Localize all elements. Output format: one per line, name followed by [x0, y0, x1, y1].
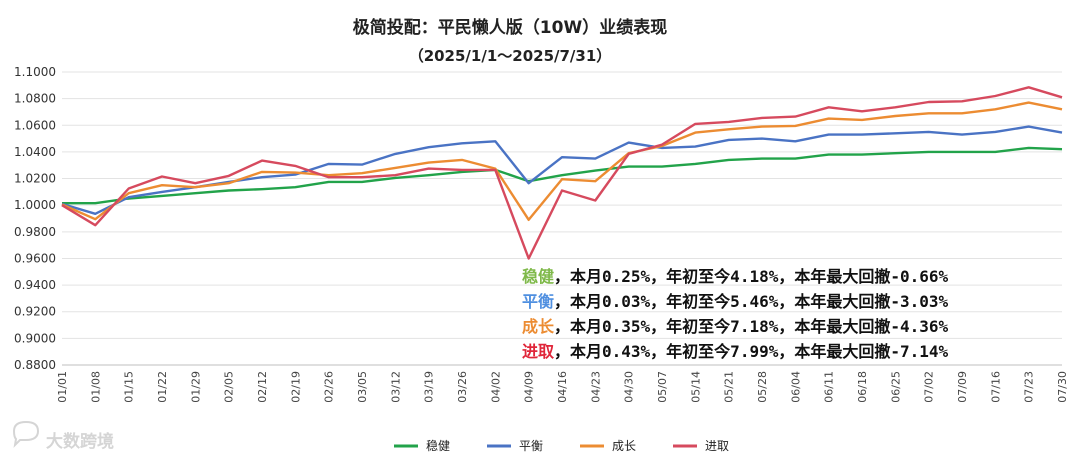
legend-label: 平衡 — [519, 439, 543, 453]
annotation-进取: 进取，本月0.43%，年初至今7.99%，本年最大回撤-7.14% — [522, 342, 949, 361]
annotation-stats: ，本月0.03%，年初至今5.46%，本年最大回撤-3.03% — [554, 292, 948, 311]
series-line-进取 — [61, 86, 1063, 260]
y-tick-label: 0.8800 — [14, 358, 56, 372]
x-tick-label: 07/02 — [923, 371, 936, 403]
series-lines — [61, 86, 1063, 260]
x-tick-label: 05/14 — [689, 371, 702, 403]
x-tick-label: 07/30 — [1056, 371, 1069, 403]
y-tick-label: 0.9000 — [14, 331, 56, 345]
y-tick-label: 0.9400 — [14, 278, 56, 292]
x-tick-label: 04/30 — [623, 371, 636, 403]
x-tick-label: 03/12 — [389, 371, 402, 403]
y-tick-label: 1.0200 — [14, 172, 56, 186]
annotation-成长: 成长，本月0.35%，年初至今7.18%，本年最大回撤-4.36% — [522, 317, 949, 336]
x-tick-label: 05/21 — [723, 371, 736, 403]
y-axis-ticks: 0.8800 0.9000 0.9200 0.9400 0.9600 0.9800 1.00… — [14, 65, 56, 372]
x-tick-label: 02/26 — [323, 371, 336, 403]
x-tick-label: 05/07 — [656, 371, 669, 403]
x-tick-label: 03/19 — [423, 371, 436, 403]
x-tick-label: 03/05 — [356, 371, 369, 403]
series-line-稳健 — [62, 146, 1063, 205]
legend-label: 成长 — [612, 439, 636, 453]
y-tick-label: 1.0000 — [14, 198, 56, 212]
series-line-平衡 — [61, 125, 1063, 216]
x-tick-label: 01/15 — [123, 371, 136, 403]
y-tick-label: 0.9200 — [14, 305, 56, 319]
x-tick-label: 06/18 — [856, 371, 869, 403]
legend: 稳健 平衡 成长 进取 — [394, 438, 729, 453]
x-tick-label: 01/08 — [89, 371, 102, 403]
y-tick-label: 0.9600 — [14, 251, 56, 265]
x-tick-label: 04/02 — [489, 371, 502, 403]
chart-subtitle: （2025/1/1～2025/7/31） — [409, 47, 612, 65]
x-tick-label: 04/23 — [589, 371, 602, 403]
stats-annotations: 稳健，本月0.25%，年初至今4.18%，本年最大回撤-0.66%平衡，本月0.… — [522, 267, 949, 361]
series-line-成长 — [61, 101, 1063, 222]
annotation-stats: ，本月0.43%，年初至今7.99%，本年最大回撤-7.14% — [554, 342, 948, 361]
x-tick-label: 07/23 — [1023, 371, 1036, 403]
legend-label: 进取 — [705, 439, 729, 453]
x-tick-label: 06/25 — [889, 371, 902, 403]
x-tick-label: 06/11 — [823, 371, 836, 403]
y-tick-label: 1.1000 — [14, 65, 56, 79]
watermark: 大数跨境 — [12, 420, 114, 452]
legend-label: 稳健 — [426, 438, 450, 453]
x-tick-label: 02/19 — [289, 371, 302, 403]
x-tick-label: 06/04 — [789, 371, 802, 403]
annotation-stats: ，本月0.35%，年初至今7.18%，本年最大回撤-4.36% — [554, 317, 948, 336]
x-tick-label: 01/29 — [189, 371, 202, 403]
x-tick-label: 07/09 — [956, 371, 969, 403]
x-tick-label: 02/05 — [223, 371, 236, 403]
y-tick-label: 1.0600 — [14, 118, 56, 132]
annotation-stats: ，本月0.25%，年初至今4.18%，本年最大回撤-0.66% — [554, 267, 948, 286]
annotation-label: 进取 — [522, 342, 554, 361]
x-tick-label: 03/26 — [456, 371, 469, 403]
x-tick-label: 04/16 — [556, 371, 569, 403]
grid-lines — [62, 71, 1062, 339]
annotation-平衡: 平衡，本月0.03%，年初至今5.46%，本年最大回撤-3.03% — [522, 292, 949, 311]
y-tick-label: 1.0400 — [14, 145, 56, 159]
x-tick-label: 02/12 — [256, 371, 269, 403]
x-tick-label: 01/22 — [156, 371, 169, 403]
chart-title: 极简投配：平民懒人版（10W）业绩表现 — [353, 17, 667, 38]
x-tick-label: 01/01 — [56, 371, 69, 403]
x-tick-label: 07/16 — [989, 371, 1002, 403]
y-tick-label: 0.9800 — [14, 225, 56, 239]
annotation-label: 成长 — [522, 317, 555, 336]
x-tick-label: 05/28 — [756, 371, 769, 403]
x-axis-ticks: 01/01 01/08 01/15 01/22 01/29 02/05 02/12 02/19… — [56, 371, 1069, 403]
watermark-text: 大数跨境 — [46, 431, 114, 452]
annotation-label: 稳健 — [522, 267, 554, 286]
annotation-label: 平衡 — [522, 292, 554, 311]
annotation-稳健: 稳健，本月0.25%，年初至今4.18%，本年最大回撤-0.66% — [522, 267, 949, 286]
chat-bubble-icon — [12, 420, 40, 448]
y-tick-label: 1.0800 — [14, 92, 56, 106]
x-tick-label: 04/09 — [523, 371, 536, 403]
